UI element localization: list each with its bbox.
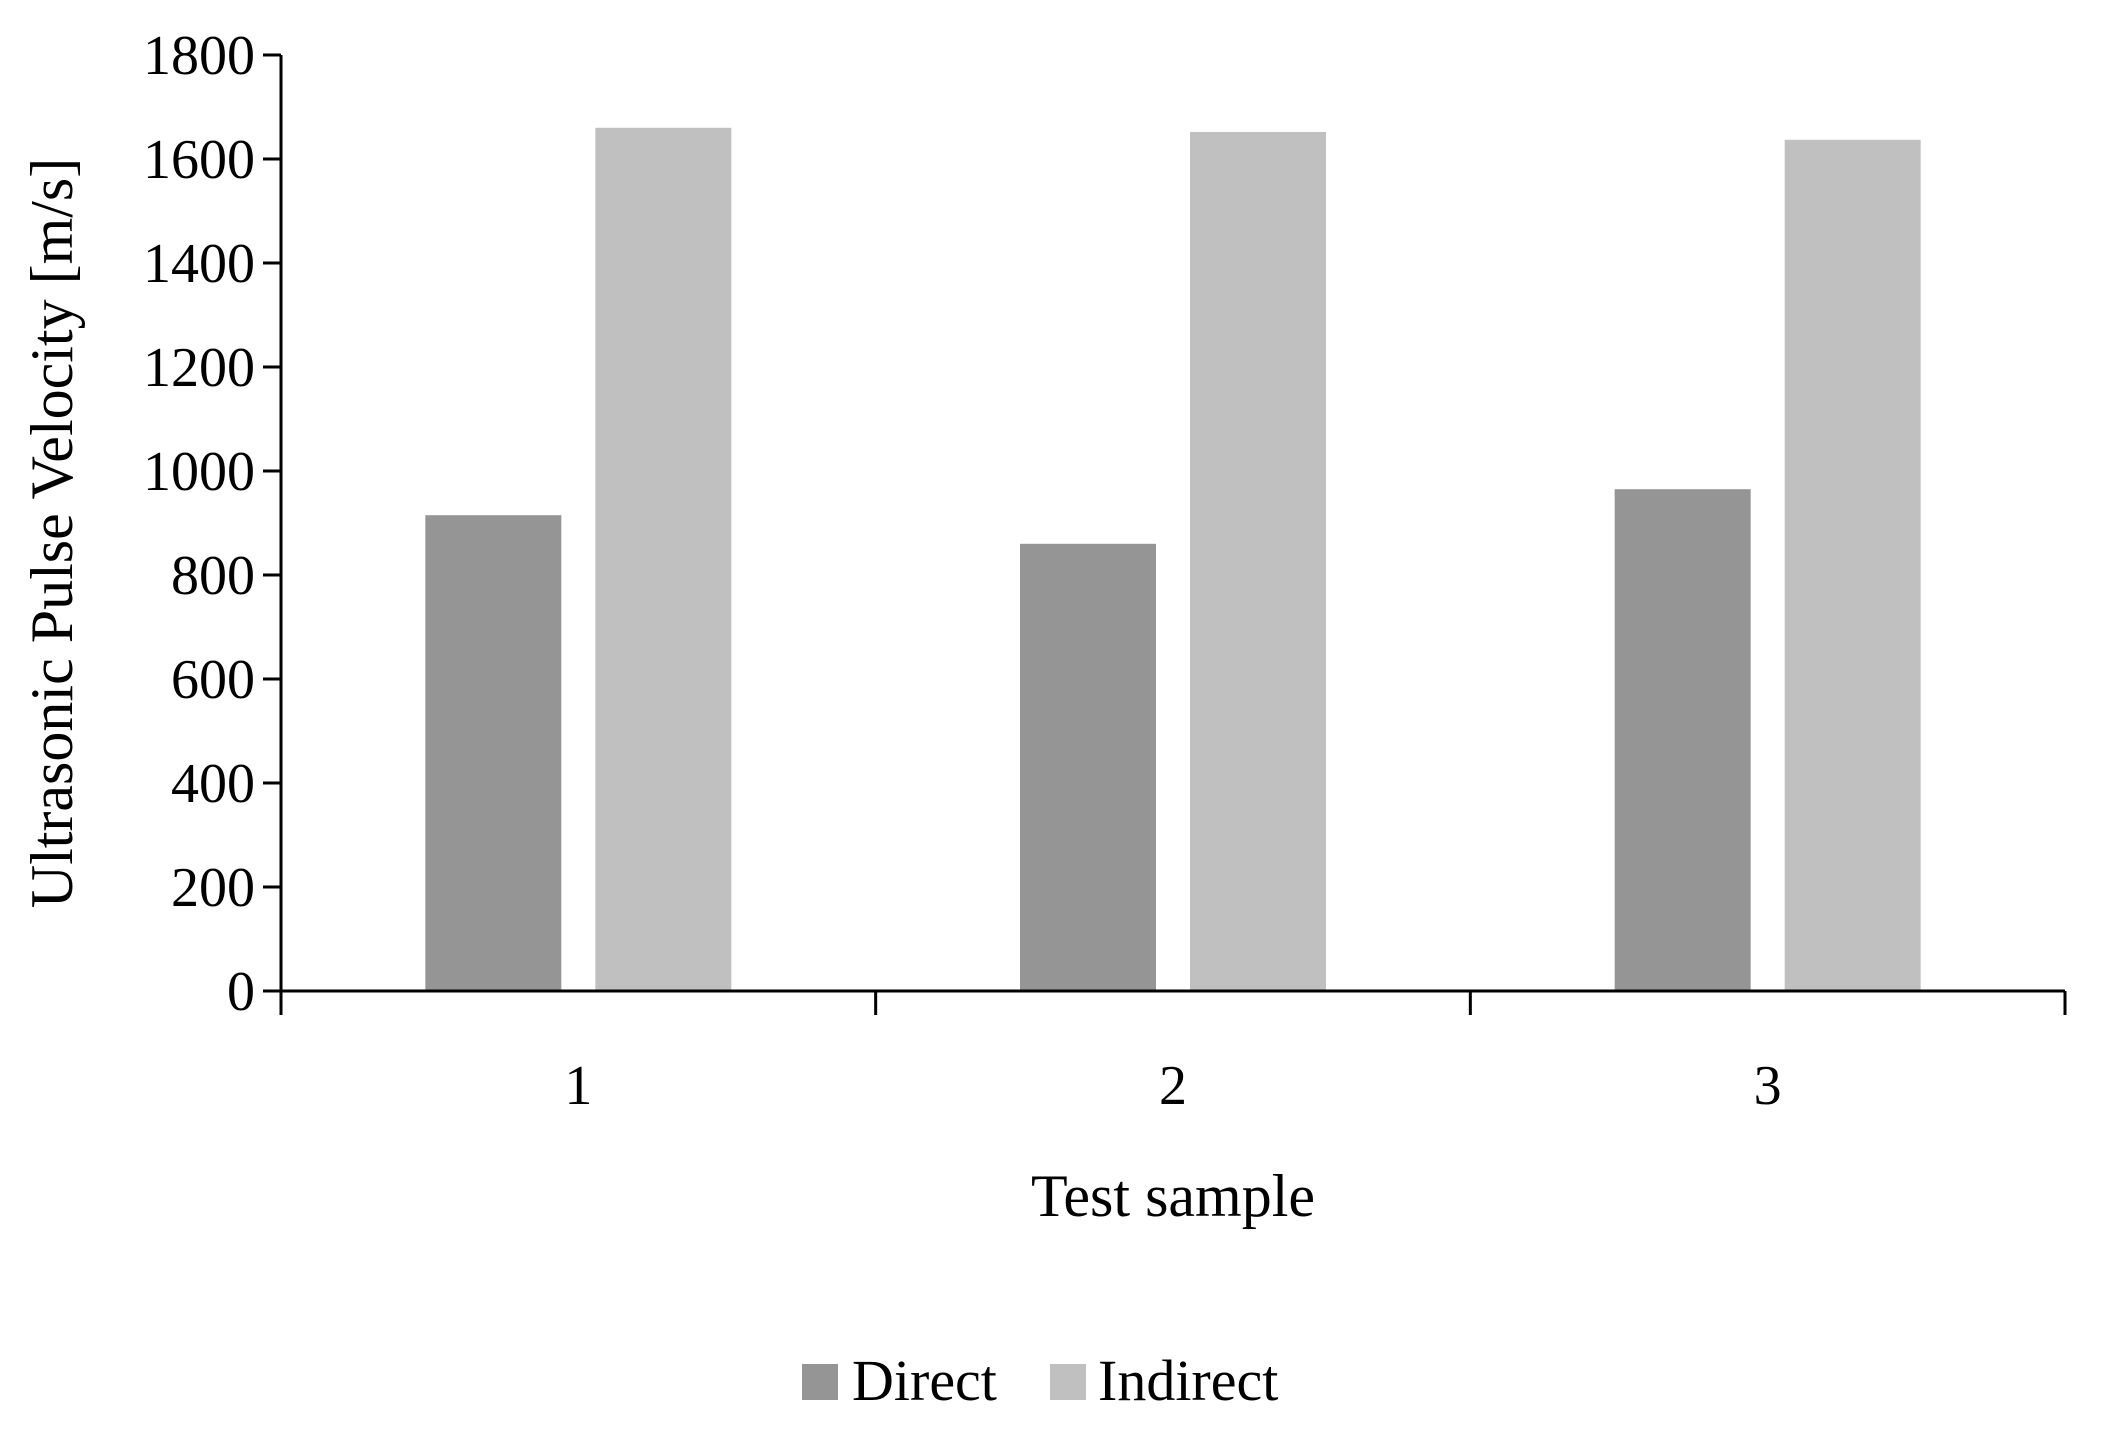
y-tick-label: 1800 bbox=[143, 25, 255, 87]
x-tick-label: 2 bbox=[1159, 1055, 1187, 1117]
legend-swatch-indirect bbox=[1050, 1364, 1086, 1400]
y-tick-label: 200 bbox=[171, 857, 255, 919]
y-tick-label: 800 bbox=[171, 545, 255, 607]
y-axis-title: Ultrasonic Pulse Velocity [m/s] bbox=[19, 158, 85, 908]
bar-indirect-1 bbox=[595, 127, 732, 992]
y-tick-label: 1400 bbox=[143, 233, 255, 295]
y-tick-label: 400 bbox=[171, 753, 255, 815]
legend-swatch-direct bbox=[802, 1364, 838, 1400]
legend-label-indirect: Indirect bbox=[1098, 1348, 1278, 1413]
x-axis-title: Test sample bbox=[1031, 1163, 1315, 1229]
y-tick-label: 1000 bbox=[143, 441, 255, 503]
bar-indirect-3 bbox=[1784, 139, 1921, 991]
bar-direct-2 bbox=[1020, 543, 1156, 991]
y-tick-label: 1600 bbox=[143, 129, 255, 191]
bar-direct-1 bbox=[425, 515, 562, 991]
y-tick-label: 1200 bbox=[143, 337, 255, 399]
bar-direct-3 bbox=[1614, 489, 1751, 991]
x-tick-label: 3 bbox=[1754, 1055, 1782, 1117]
legend-label-direct: Direct bbox=[852, 1348, 997, 1413]
y-tick-label: 0 bbox=[227, 961, 255, 1023]
axes-group bbox=[279, 55, 2065, 993]
y-tick-label: 600 bbox=[171, 649, 255, 711]
legend: Direct Indirect bbox=[802, 1348, 1278, 1413]
bars-group bbox=[425, 127, 1921, 992]
bar-indirect-2 bbox=[1190, 131, 1326, 991]
x-tick-label: 1 bbox=[564, 1055, 592, 1117]
x-ticks-group: 1 2 3 bbox=[279, 991, 2067, 1117]
y-ticks-group: 0 200 400 600 800 1000 1200 1400 1600 1800 bbox=[143, 25, 281, 1023]
